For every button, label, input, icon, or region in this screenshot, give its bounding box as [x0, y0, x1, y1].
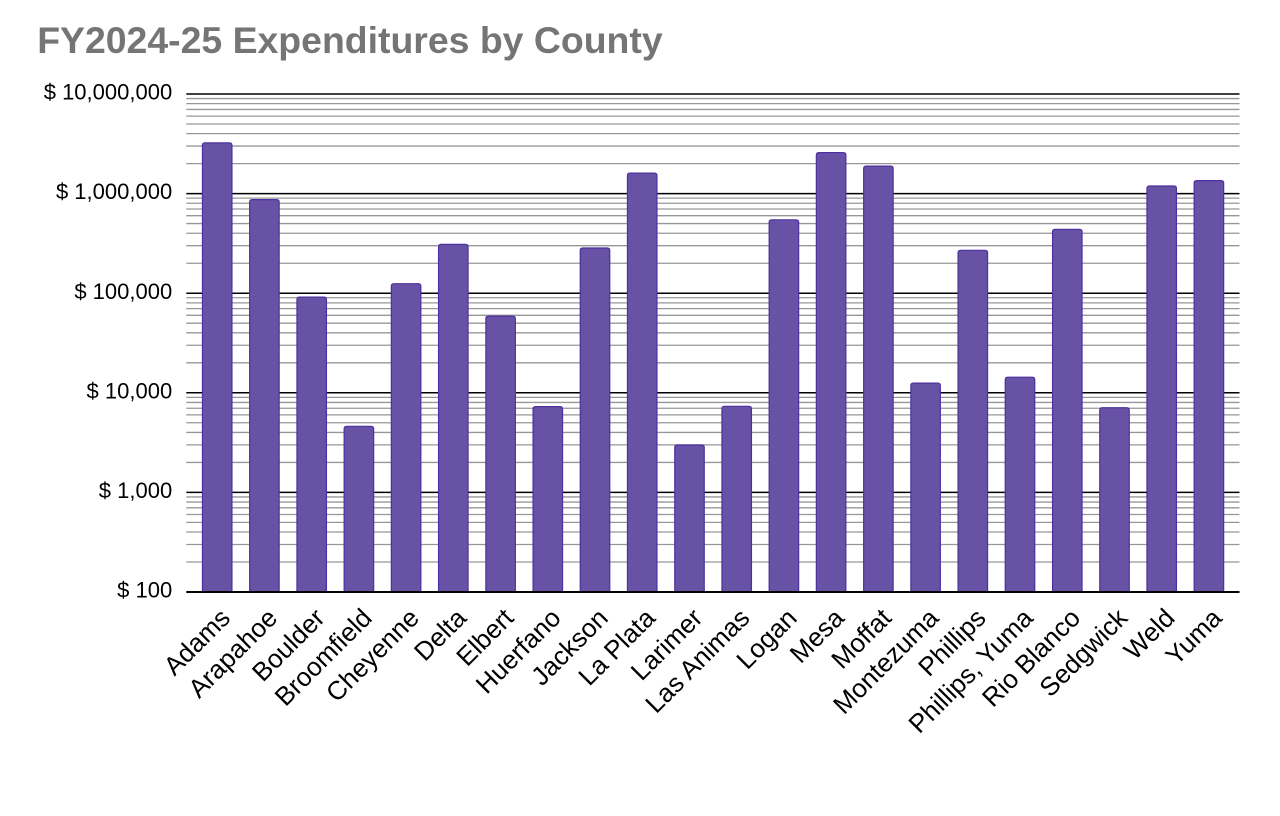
svg-text:$ 100: $ 100	[117, 578, 172, 603]
svg-text:$ 1,000: $ 1,000	[99, 478, 172, 503]
svg-text:FY2024-25 Expenditures by Coun: FY2024-25 Expenditures by County	[37, 19, 663, 61]
svg-text:$ 1,000,000: $ 1,000,000	[56, 179, 172, 204]
svg-text:$ 100,000: $ 100,000	[74, 279, 172, 304]
svg-text:$ 10,000,000: $ 10,000,000	[44, 80, 172, 105]
svg-text:$ 10,000: $ 10,000	[87, 378, 173, 403]
